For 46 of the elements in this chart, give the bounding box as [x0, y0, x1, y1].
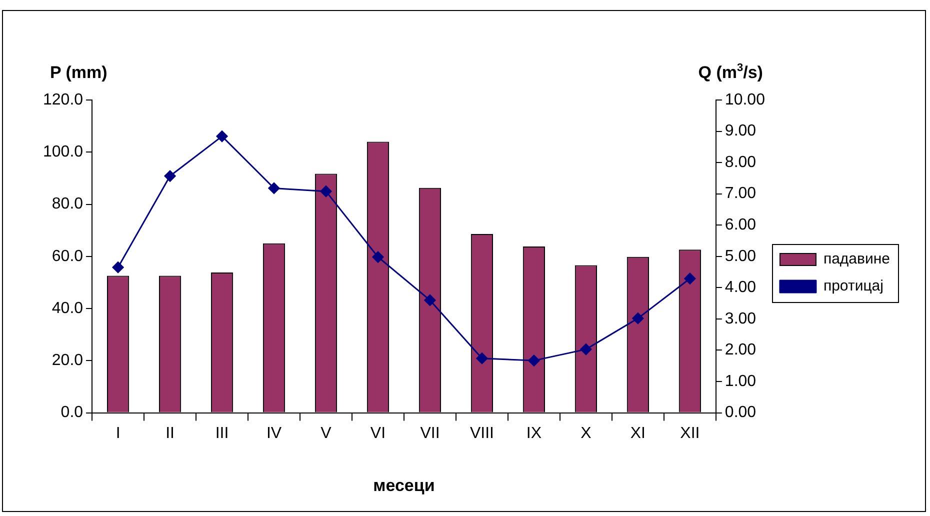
x-tick-label: II — [166, 424, 174, 442]
x-tick-label: IX — [526, 424, 542, 442]
point — [164, 170, 176, 182]
y-tick-label: 20.0 — [52, 352, 84, 370]
y2-tick-label: 10.00 — [724, 91, 766, 108]
y-tick-label: 120.0 — [42, 91, 84, 108]
y-axis-title: P (mm) — [50, 63, 108, 82]
point — [580, 344, 592, 356]
y-tick-label: 40.0 — [52, 300, 84, 317]
x-tick-label: I — [116, 424, 120, 442]
legend-label: протицај — [823, 278, 884, 295]
y2-tick-label: 8.00 — [724, 154, 756, 171]
x-tick-label: XI — [630, 424, 646, 442]
y2-tick-label: 3.00 — [724, 310, 756, 328]
y2-tick-label: 0.00 — [724, 404, 756, 422]
y2-tick-label: 5.00 — [724, 248, 756, 265]
y-tick-label: 60.0 — [52, 248, 84, 265]
x-tick-label: XII — [680, 424, 700, 442]
y2-tick-label: 1.00 — [724, 372, 756, 390]
point — [528, 354, 540, 366]
x-tick-label: V — [320, 424, 332, 442]
point — [112, 262, 124, 274]
x-axis-title: месеци — [373, 476, 435, 495]
point — [424, 294, 436, 306]
x-tick-label: X — [580, 424, 592, 442]
x-tick-label: III — [215, 424, 229, 442]
point — [372, 251, 384, 263]
point — [268, 182, 280, 194]
y-tick-label: 80.0 — [52, 196, 84, 213]
y-tick-label: 0.0 — [60, 404, 84, 422]
x-tick-label: VII — [420, 424, 440, 442]
point — [684, 272, 696, 284]
y2-tick-label: 6.00 — [724, 216, 756, 234]
x-tick-label: IV — [266, 424, 282, 442]
x-tick-label: VIII — [470, 424, 494, 442]
y2-tick-label: 2.00 — [724, 342, 756, 359]
x-tick-label: VI — [370, 424, 386, 442]
y2-tick-label: 4.00 — [724, 279, 756, 296]
point — [632, 312, 644, 324]
point — [216, 130, 228, 142]
legend-label: падавине — [823, 250, 890, 268]
y2-tick-label: 9.00 — [724, 122, 756, 140]
point — [476, 352, 488, 364]
point — [320, 186, 332, 198]
y-tick-label: 100.0 — [42, 144, 84, 161]
y2-tick-label: 7.00 — [724, 185, 756, 202]
